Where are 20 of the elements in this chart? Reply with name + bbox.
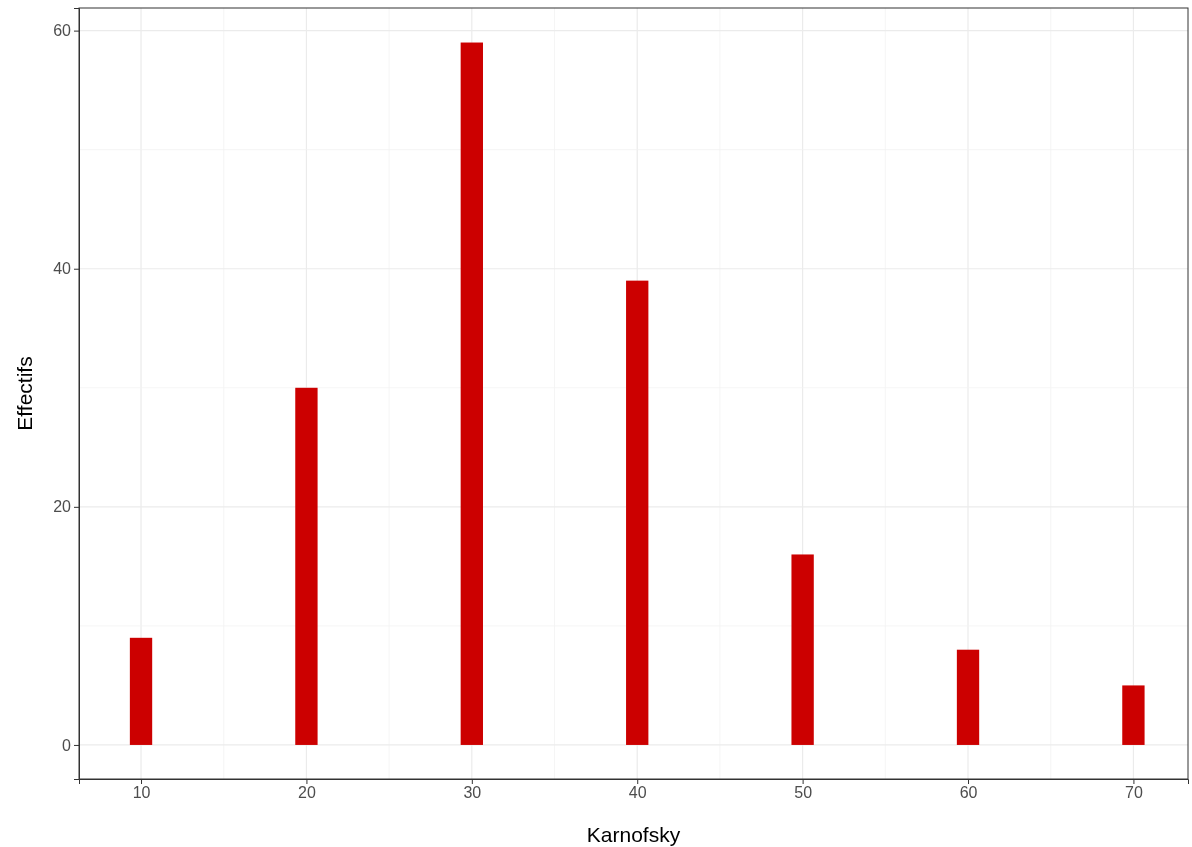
x-tick-label: 60 <box>959 784 978 802</box>
y-tick-label: 40 <box>53 260 72 278</box>
bar <box>956 649 980 745</box>
x-tick-label: 50 <box>794 784 813 802</box>
bar <box>791 554 814 745</box>
bar <box>1122 685 1145 745</box>
bar <box>460 42 483 745</box>
bar <box>626 280 649 745</box>
x-tick-label: 10 <box>132 784 151 802</box>
y-tick-label: 20 <box>53 498 72 516</box>
x-tick-label: 20 <box>298 784 316 802</box>
bar <box>129 637 153 745</box>
x-tick-label: 30 <box>463 784 482 802</box>
bar <box>295 387 318 745</box>
x-tick-label: 40 <box>628 784 647 802</box>
y-tick-label: 0 <box>62 736 72 754</box>
x-tick-label: 70 <box>1125 784 1143 802</box>
x-axis-title: Karnofsky <box>586 823 681 846</box>
y-axis-title: Effectifs <box>13 356 36 431</box>
y-tick-label: 60 <box>53 22 72 40</box>
